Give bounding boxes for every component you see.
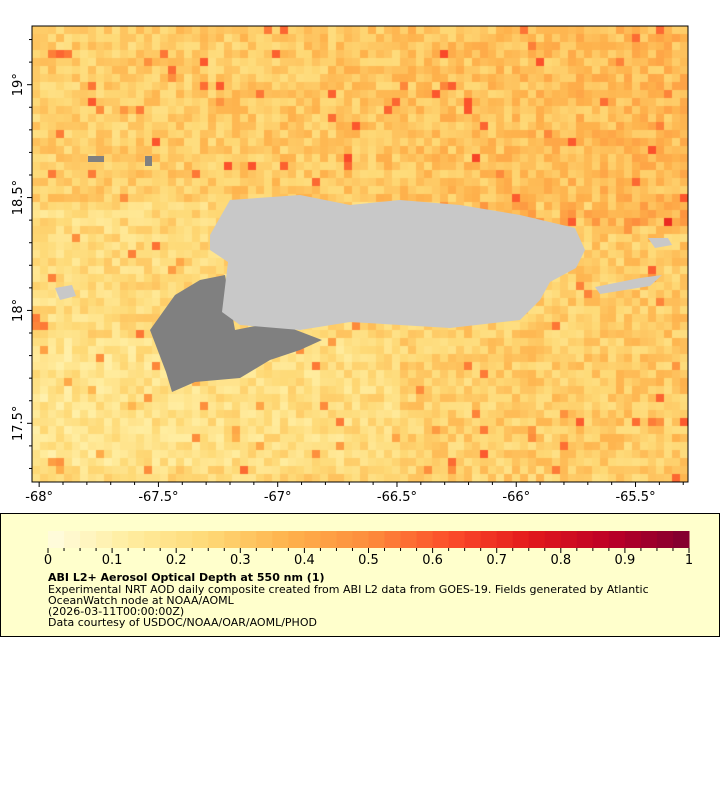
colorbar-swatch bbox=[240, 531, 257, 548]
puerto-rico-land bbox=[210, 195, 585, 330]
colorbar-swatch bbox=[624, 531, 642, 548]
colorbar-tick-label: 0.8 bbox=[550, 553, 571, 568]
colorbar-swatch bbox=[576, 531, 594, 548]
colorbar-swatch bbox=[352, 531, 369, 548]
colorbar-swatch bbox=[592, 531, 610, 548]
colorbar-tick-label: 0.4 bbox=[294, 553, 315, 568]
colorbar-swatch bbox=[224, 531, 241, 548]
map-overlay: -68° -67.5° -67° -66.5° -66° -65.5° 19° 18.5° 18… bbox=[11, 25, 689, 505]
nodata-region bbox=[150, 275, 322, 392]
colorbar-swatch bbox=[96, 531, 113, 548]
colorbar-swatch bbox=[640, 531, 658, 548]
nodata-speck bbox=[145, 156, 152, 166]
colorbar-swatch bbox=[208, 531, 225, 548]
legend-credit: Data courtesy of USDOC/NOAA/OAR/AOML/PHO… bbox=[48, 616, 317, 629]
colorbar-tick-label: 0.6 bbox=[422, 553, 443, 568]
colorbar-tick-label: 0.1 bbox=[102, 553, 123, 568]
y-tick-label: 18.5° bbox=[11, 180, 26, 215]
colorbar-tick-label: 0.9 bbox=[615, 553, 636, 568]
colorbar-tick-label: 0.3 bbox=[230, 553, 251, 568]
colorbar-tick-label: 1 bbox=[685, 553, 693, 568]
colorbar-swatch bbox=[384, 531, 402, 548]
legend-description-cont: OceanWatch node at NOAA/AOML bbox=[48, 594, 234, 607]
colorbar-swatch bbox=[368, 531, 386, 548]
colorbar-swatch bbox=[192, 531, 209, 548]
colorbar-swatch bbox=[672, 531, 690, 548]
colorbar-swatch bbox=[176, 531, 193, 548]
colorbar-swatch bbox=[128, 531, 145, 548]
vieques-land bbox=[595, 275, 662, 294]
colorbar-swatch bbox=[544, 531, 562, 548]
x-tick-label: -66.5° bbox=[377, 490, 417, 505]
colorbar-swatch bbox=[320, 531, 337, 548]
legend-time: (2026-03-11T00:00:00Z) bbox=[48, 605, 185, 618]
x-tick-label: -68° bbox=[25, 490, 53, 505]
colorbar-swatch bbox=[48, 531, 65, 548]
colorbar-swatch bbox=[80, 531, 97, 548]
colorbar-swatch bbox=[144, 531, 161, 548]
y-tick-label: 17.5° bbox=[11, 406, 26, 441]
colorbar-swatch bbox=[64, 531, 81, 548]
colorbar-swatch bbox=[528, 531, 546, 548]
colorbar-swatch bbox=[304, 531, 321, 548]
mona-land bbox=[55, 285, 76, 300]
colorbar-swatch bbox=[256, 531, 273, 548]
colorbar-swatch bbox=[448, 531, 466, 548]
colorbar-swatch bbox=[400, 531, 418, 548]
legend-title: ABI L2+ Aerosol Optical Depth at 550 nm … bbox=[48, 571, 325, 584]
legend-description: Experimental NRT AOD daily composite cre… bbox=[48, 583, 649, 596]
x-tick-label: -65.5° bbox=[615, 490, 655, 505]
colorbar-swatch bbox=[560, 531, 578, 548]
x-tick-label: -66° bbox=[502, 490, 530, 505]
y-tick-label: 18° bbox=[11, 299, 26, 322]
plot-frame bbox=[31, 25, 689, 483]
colorbar-tick-label: 0.5 bbox=[358, 553, 379, 568]
colorbar-tick-label: 0.7 bbox=[486, 553, 507, 568]
colorbar-swatch bbox=[416, 531, 434, 548]
colorbar-swatch bbox=[272, 531, 289, 548]
nodata-speck bbox=[88, 156, 104, 162]
colorbar-swatch bbox=[656, 531, 674, 548]
legend-panel: 0 0.1 0.2 0.3 0.4 0.5 0.6 0.7 0.8 0.9 1 ABI L2+ Ae… bbox=[0, 513, 720, 637]
x-tick-label: -67.5° bbox=[138, 490, 178, 505]
y-tick-label: 19° bbox=[11, 73, 26, 96]
culebra-land bbox=[648, 238, 672, 248]
x-tick-label: -67° bbox=[264, 490, 292, 505]
colorbar-tick-label: 0.2 bbox=[166, 553, 187, 568]
colorbar-swatch bbox=[512, 531, 530, 548]
colorbar-swatch bbox=[464, 531, 482, 548]
colorbar-swatch bbox=[288, 531, 305, 548]
colorbar-swatch bbox=[608, 531, 626, 548]
colorbar-swatch bbox=[480, 531, 498, 548]
colorbar-swatch bbox=[432, 531, 450, 548]
colorbar-swatch bbox=[496, 531, 514, 548]
colorbar-tick-label: 0 bbox=[44, 553, 52, 568]
colorbar: 0 0.1 0.2 0.3 0.4 0.5 0.6 0.7 0.8 0.9 1 bbox=[44, 531, 693, 568]
colorbar-swatch bbox=[112, 531, 129, 548]
colorbar-swatch bbox=[336, 531, 353, 548]
colorbar-swatch bbox=[160, 531, 177, 548]
